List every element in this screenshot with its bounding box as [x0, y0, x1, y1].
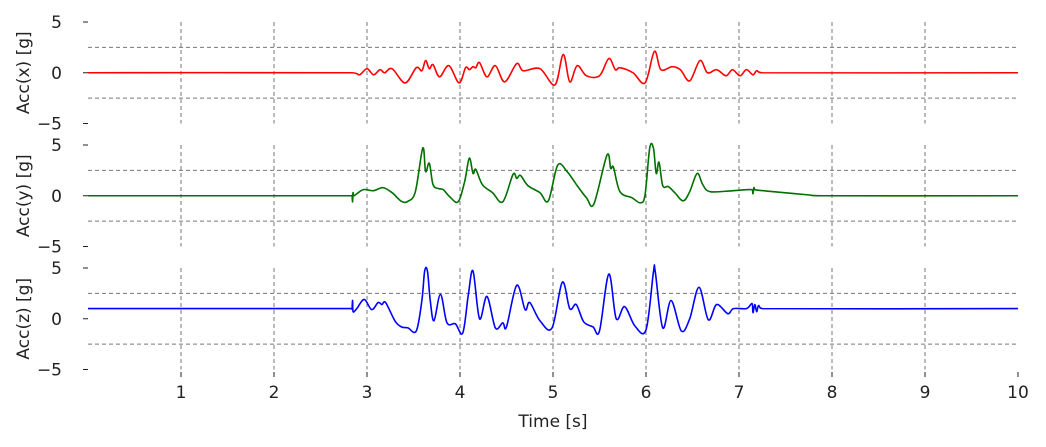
y-tick-label: −5	[37, 361, 62, 381]
y-tick-label: 5	[51, 13, 62, 33]
x-tick-label: 5	[548, 383, 559, 403]
x-tick-label: 9	[920, 383, 931, 403]
x-tick-label: 2	[269, 383, 280, 403]
x-tick-label: 6	[641, 383, 652, 403]
x-axis: 1 2 3 4 5 6 7 8 9 10	[176, 372, 1029, 403]
x-tick-label: 10	[1007, 383, 1029, 403]
x-tick-label: 4	[455, 383, 466, 403]
series-line-2	[87, 142, 1019, 208]
y-tick-label: −5	[37, 238, 62, 258]
y-tick-label: −5	[37, 115, 62, 135]
y-tick-label: 5	[51, 259, 62, 279]
y-axis-label: Acc(y) [g]	[14, 154, 34, 237]
series-line-3	[88, 264, 1019, 336]
x-tick-label: 7	[734, 383, 745, 403]
y-tick-label: 0	[51, 187, 62, 207]
y-tick-label: 5	[51, 136, 62, 156]
y-tick-label: 0	[51, 310, 62, 330]
y-axis-label: Acc(x) [g]	[14, 31, 34, 114]
y-tick-label: 0	[51, 64, 62, 84]
x-tick-label: 1	[176, 383, 187, 403]
x-axis-label: Time [s]	[517, 412, 587, 432]
y-axis-label: Acc(z) [g]	[14, 278, 34, 360]
x-tick-label: 3	[362, 383, 373, 403]
series-line-1	[87, 50, 1019, 86]
x-tick-label: 8	[827, 383, 838, 403]
